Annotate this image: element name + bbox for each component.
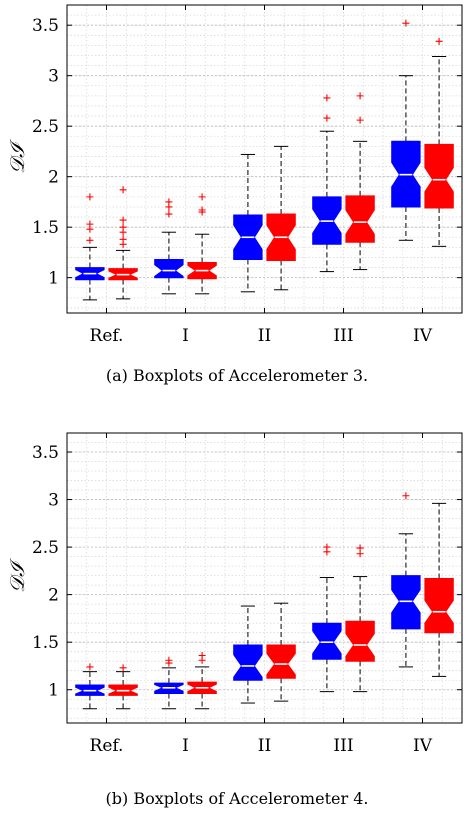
y-tick-label: 2.5 (32, 538, 59, 558)
box-red-I (187, 651, 217, 710)
box-body (154, 259, 184, 279)
box-body (391, 575, 421, 630)
outlier-marker (86, 193, 94, 201)
box-body (345, 195, 375, 243)
y-tick-label: 2 (48, 586, 59, 606)
caption: (b) Boxplots of Accelerometer 4. (106, 789, 369, 808)
x-tick-label: II (258, 326, 271, 346)
box-blue-II (233, 605, 263, 704)
caption: (a) Boxplots of Accelerometer 3. (106, 366, 368, 385)
outlier-marker (356, 544, 364, 552)
y-tick-label: 1.5 (32, 218, 59, 238)
outlier-marker (198, 651, 206, 659)
box-body (424, 578, 454, 634)
outlier-marker (165, 210, 173, 218)
box-red-I (187, 193, 217, 295)
x-tick-label: I (182, 736, 189, 756)
outlier-marker (323, 94, 331, 102)
x-tick-label: III (333, 326, 353, 346)
box-red-II (266, 145, 296, 291)
box-red-IV (424, 37, 454, 247)
outlier-marker (86, 220, 94, 228)
x-tick-label: Ref. (90, 736, 124, 756)
outlier-marker (402, 492, 410, 500)
outlier-marker (435, 37, 443, 45)
x-tick-label: IV (413, 326, 433, 346)
box-blue-III (312, 543, 342, 693)
box-blue-Ref. (75, 663, 105, 710)
y-tick-label: 3.5 (32, 16, 59, 36)
y-tick-label: 3 (48, 491, 59, 511)
y-axis-label: 𝒟ℐ (5, 138, 29, 174)
outlier-marker (86, 236, 94, 244)
outlier-marker (356, 92, 364, 100)
y-tick-label: 3 (48, 67, 59, 87)
box-blue-IV (391, 19, 421, 241)
x-tick-label: Ref. (90, 326, 124, 346)
outlier-marker (402, 19, 410, 27)
box-red-III (345, 92, 375, 271)
outlier-marker (198, 193, 206, 201)
x-tick-label: II (258, 736, 271, 756)
outlier-marker (198, 206, 206, 214)
outlier-marker (119, 664, 127, 672)
box-blue-II (233, 153, 263, 293)
x-tick-label: IV (413, 736, 433, 756)
box-blue-IV (391, 492, 421, 668)
outlier-marker (119, 223, 127, 231)
x-tick-label: I (182, 326, 189, 346)
outlier-marker (323, 543, 331, 551)
box-blue-Ref. (75, 193, 105, 301)
box-red-Ref. (108, 186, 138, 300)
box-red-II (266, 602, 296, 702)
outlier-marker (165, 198, 173, 206)
outlier-marker (323, 114, 331, 122)
box-body (345, 620, 375, 662)
outlier-marker (86, 663, 94, 671)
y-tick-label: 2 (48, 168, 59, 188)
box-red-Ref. (108, 664, 138, 710)
box-red-III (345, 544, 375, 693)
y-tick-label: 2.5 (32, 117, 59, 137)
boxplot-series (75, 492, 454, 710)
outlier-marker (119, 216, 127, 224)
box-blue-I (154, 198, 184, 295)
y-tick-label: 1.5 (32, 633, 59, 653)
boxplot-series (75, 19, 454, 301)
outlier-marker (119, 235, 127, 243)
box-blue-I (154, 656, 184, 710)
box-body (266, 644, 296, 679)
outlier-marker (165, 656, 173, 664)
y-axis-label: 𝒟ℐ (5, 557, 29, 593)
box-body (424, 143, 454, 209)
outlier-marker (119, 186, 127, 194)
box-blue-III (312, 94, 342, 273)
y-tick-label: 1 (48, 681, 59, 701)
y-tick-label: 1 (48, 269, 59, 289)
box-body (312, 622, 342, 660)
outlier-marker (356, 116, 364, 124)
x-tick-label: III (333, 736, 353, 756)
box-red-IV (424, 502, 454, 677)
y-tick-label: 3.5 (32, 443, 59, 463)
box-body (233, 644, 263, 681)
